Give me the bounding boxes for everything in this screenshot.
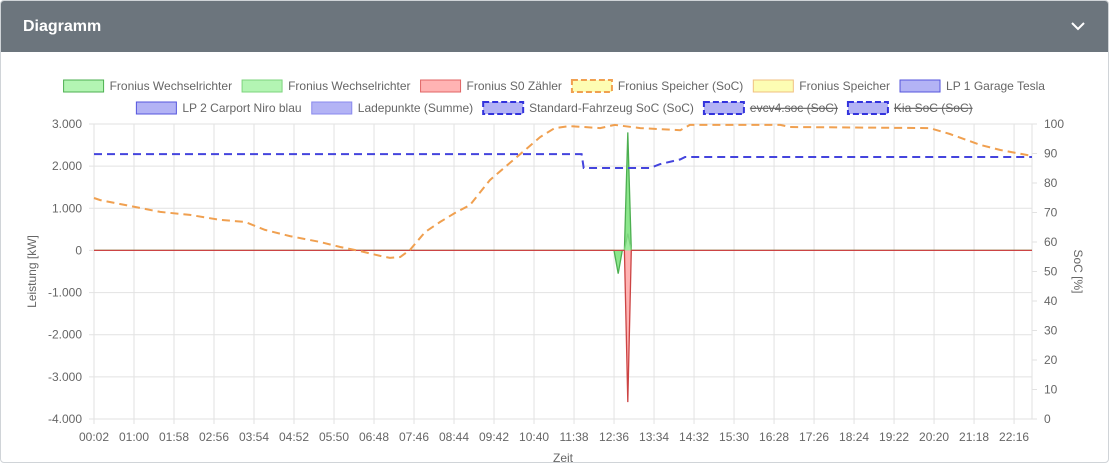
x-axis-label: Zeit <box>553 451 574 462</box>
y2-axis-label: SoC [%] <box>1071 249 1085 293</box>
x-tick-label: 00:02 <box>79 430 109 444</box>
legend-swatch <box>420 79 462 93</box>
series-line-3 <box>93 123 1033 259</box>
y2-tick-label: 50 <box>1044 265 1058 279</box>
y2-tick-label: 0 <box>1044 412 1051 426</box>
legend-swatch <box>702 101 745 115</box>
y2-tick-label: 30 <box>1044 324 1058 338</box>
x-tick-label: 21:18 <box>959 430 989 444</box>
y2-tick-label: 100 <box>1044 117 1064 131</box>
x-tick-label: 16:28 <box>759 430 789 444</box>
legend-item[interactable]: LP 2 Carport Niro blau <box>135 101 302 115</box>
x-tick-label: 01:58 <box>159 430 189 444</box>
legend-item[interactable]: Fronius Speicher <box>752 79 890 93</box>
legend-item[interactable]: LP 1 Garage Tesla <box>899 79 1045 93</box>
x-tick-label: 05:50 <box>319 430 349 444</box>
x-tick-label: 15:30 <box>719 430 749 444</box>
card-header[interactable]: Diagramm <box>1 1 1108 52</box>
series-line-4 <box>94 153 1032 169</box>
legend-label: Fronius S0 Zähler <box>467 79 562 93</box>
series-line-1 <box>94 233 1032 252</box>
y2-tick-label: 20 <box>1044 353 1058 367</box>
legend-swatch <box>311 101 353 115</box>
chevron-down-icon[interactable] <box>1068 16 1088 36</box>
series-area-2 <box>94 250 1032 403</box>
x-tick-label: 12:36 <box>599 430 629 444</box>
legend-swatch <box>241 79 283 93</box>
y2-tick-label: 80 <box>1044 176 1058 190</box>
x-tick-label: 18:24 <box>839 430 869 444</box>
legend-swatch <box>482 101 525 115</box>
legend-item[interactable]: Kia SoC (SoC) <box>846 101 973 115</box>
x-tick-label: 04:52 <box>279 430 309 444</box>
x-tick-label: 08:44 <box>439 430 469 444</box>
legend-label: LP 2 Carport Niro blau <box>182 101 301 115</box>
legend-label: Fronius Wechselrichter <box>110 79 232 93</box>
y-tick-label: -4.000 <box>48 412 82 426</box>
x-tick-label: 06:48 <box>359 430 389 444</box>
series-area-1 <box>94 233 1032 251</box>
legend-label: Standard-Fahrzeug SoC (SoC) <box>529 101 694 115</box>
legend-label: Kia SoC (SoC) <box>894 101 973 115</box>
y-tick-label: -2.000 <box>48 328 82 342</box>
x-tick-label: 17:26 <box>799 430 829 444</box>
y-tick-label: 1.000 <box>52 201 82 215</box>
y2-tick-label: 90 <box>1044 147 1058 161</box>
x-tick-label: 20:20 <box>919 430 949 444</box>
legend-item[interactable]: Ladepunkte (Summe) <box>311 101 473 115</box>
legend-item[interactable]: evcv4.soc (SoC) <box>702 101 838 115</box>
x-tick-label: 14:32 <box>679 430 709 444</box>
legend-item[interactable]: Fronius Wechselrichter <box>63 79 232 93</box>
x-tick-label: 22:16 <box>999 430 1029 444</box>
legend-swatch <box>570 79 613 93</box>
legend-label: Fronius Speicher <box>799 79 890 93</box>
x-tick-label: 01:00 <box>119 430 149 444</box>
x-tick-label: 09:42 <box>479 430 509 444</box>
legend-swatch <box>135 101 177 115</box>
y-tick-label: -3.000 <box>48 370 82 384</box>
x-tick-label: 13:34 <box>639 430 669 444</box>
y2-tick-label: 60 <box>1044 235 1058 249</box>
series-line-2 <box>94 249 1032 403</box>
y-axis-label: Leistung [kW] <box>25 235 39 308</box>
x-tick-label: 07:46 <box>399 430 429 444</box>
legend-label: Ladepunkte (Summe) <box>358 101 473 115</box>
x-tick-label: 03:54 <box>239 430 269 444</box>
legend-item[interactable]: Fronius Wechselrichter <box>241 79 411 93</box>
legend-label: Fronius Speicher (SoC) <box>618 79 743 93</box>
legend-swatch <box>899 79 941 93</box>
y-tick-label: 2.000 <box>52 159 82 173</box>
y2-tick-label: 40 <box>1044 294 1058 308</box>
legend-swatch <box>846 101 889 115</box>
legend-swatch <box>63 79 105 93</box>
legend-item[interactable]: Standard-Fahrzeug SoC (SoC) <box>482 101 694 115</box>
x-tick-label: 10:40 <box>519 430 549 444</box>
y-tick-label: -1.000 <box>48 286 82 300</box>
legend-swatch <box>752 79 794 93</box>
card-title: Diagramm <box>23 18 102 35</box>
y-tick-label: 3.000 <box>52 117 82 131</box>
legend-label: evcv4.soc (SoC) <box>750 101 838 115</box>
y2-tick-label: 70 <box>1044 206 1058 220</box>
x-tick-label: 11:38 <box>559 430 588 444</box>
legend-item[interactable]: Fronius S0 Zähler <box>420 79 562 93</box>
legend-label: LP 1 Garage Tesla <box>946 79 1045 93</box>
x-tick-label: 02:56 <box>199 430 229 444</box>
y-tick-label: 0 <box>75 243 82 257</box>
legend-item[interactable]: Fronius Speicher (SoC) <box>570 79 743 93</box>
x-tick-label: 19:22 <box>879 430 909 444</box>
legend-label: Fronius Wechselrichter <box>288 79 410 93</box>
y2-tick-label: 10 <box>1044 383 1058 397</box>
